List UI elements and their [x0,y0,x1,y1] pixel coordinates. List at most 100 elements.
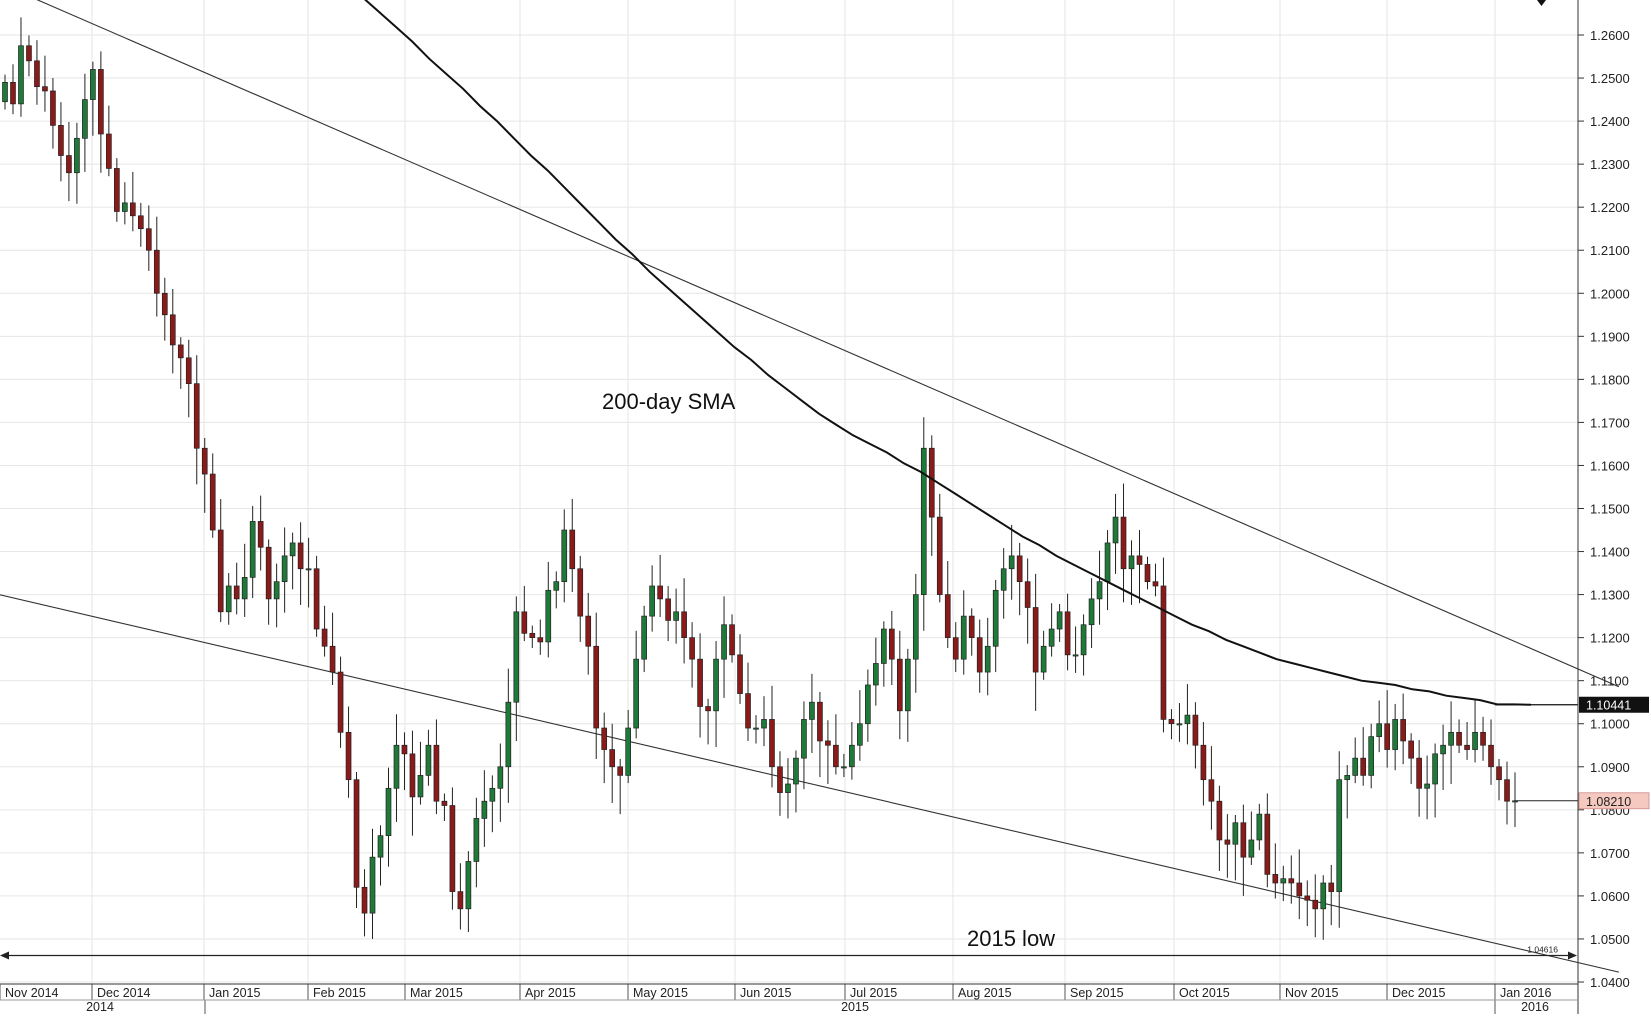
candle [1192,702,1199,769]
candle-body-up [425,744,432,776]
y-tick-label: 1.0400 [1590,975,1630,990]
gridlines [0,0,1578,984]
candle [673,588,679,644]
candle-body-up [2,81,8,103]
candle [545,561,552,658]
candle-body-down [321,628,328,647]
candle-body-down [1192,714,1199,746]
candle-body-up [1008,555,1015,570]
candle [649,565,655,632]
candle [1448,701,1454,784]
candle-body-down [609,749,616,768]
candle [849,722,855,780]
x-tick-label: Jan 2016 [1500,986,1551,1000]
candle [417,741,424,805]
candle [1064,593,1071,671]
candle [657,554,663,617]
sma-price-tag-text: 1.10441 [1586,699,1631,713]
y-tick-label: 1.1000 [1590,717,1630,732]
candle-body-up [1280,878,1287,884]
candle [1032,573,1039,711]
candle [1040,630,1047,680]
candle [217,499,224,623]
current-price-tag-text: 1.08210 [1586,795,1631,809]
x-tick-label: Mar 2015 [410,986,463,1000]
candle [185,339,192,418]
candle [793,750,799,813]
candle [896,630,903,740]
candle-body-down [449,805,456,892]
sma-price-tag [1579,696,1649,713]
candle [1312,874,1319,938]
candle-body-down [617,766,624,776]
candle-body-up [561,529,568,583]
candle [153,216,160,317]
candle-body-down [1416,757,1422,789]
candle-body-down [1328,882,1335,892]
candle [1472,698,1478,763]
candle [505,668,512,803]
candle [273,563,280,628]
sma-annotation: 200-day SMA [602,389,736,414]
candle-body-down [1120,516,1127,570]
y-tick-label: 1.0900 [1590,760,1630,775]
candle [1344,765,1351,819]
candle [1424,755,1430,820]
candle [737,634,743,704]
y-tick-label: 1.2500 [1590,71,1630,86]
candle [66,121,72,202]
candle-body-up [369,856,376,914]
candle-body-down [297,542,304,570]
candle [2,74,8,110]
x-tick-label: Sep 2015 [1070,986,1124,1000]
candle [1248,811,1255,865]
candle-body-down [66,155,72,174]
candle-body-down [1032,607,1039,673]
candle [1512,772,1518,828]
low-value-label: 1.04616 [1527,944,1558,954]
candle-body-up [481,800,488,819]
candle-body-down [1400,719,1406,742]
candle-body-up [721,624,727,660]
candle [98,51,104,173]
candle-body-up [785,783,791,793]
y-tick-label: 1.2100 [1590,243,1630,258]
candle [1504,761,1510,825]
candle-body-up [305,568,312,571]
candle-body-up [505,701,512,768]
candle-body-up [377,835,384,858]
x-tick-label: Jun 2015 [740,986,791,1000]
candle [1320,875,1327,940]
candle [1208,746,1215,830]
candle-body-down [50,90,56,126]
candle [537,619,544,655]
candle [561,509,568,603]
candle [928,435,935,556]
candle-body-down [777,766,783,793]
candle [721,596,727,698]
candle [169,288,176,374]
candle-body-down [665,598,671,621]
candle-body-down [1024,581,1031,608]
candle [145,205,152,271]
candle [497,743,504,822]
candle [521,585,528,642]
candle [409,730,416,836]
candle [1224,814,1231,878]
candle-body-down [1016,555,1023,583]
candle-body-down [681,611,687,638]
candle [18,17,24,117]
candle [1152,563,1159,597]
y-tick-label: 1.1900 [1590,329,1630,344]
y-tick-label: 1.1400 [1590,545,1630,560]
candle [1232,814,1239,881]
candle [641,605,647,673]
candle-body-up [625,727,632,776]
candle-body-down [1224,839,1231,845]
candle [705,698,711,745]
y-tick-label: 1.2300 [1590,157,1630,172]
candle-body-down [817,701,823,742]
candle-body-down [1136,555,1143,565]
candle-body-down [106,133,112,169]
